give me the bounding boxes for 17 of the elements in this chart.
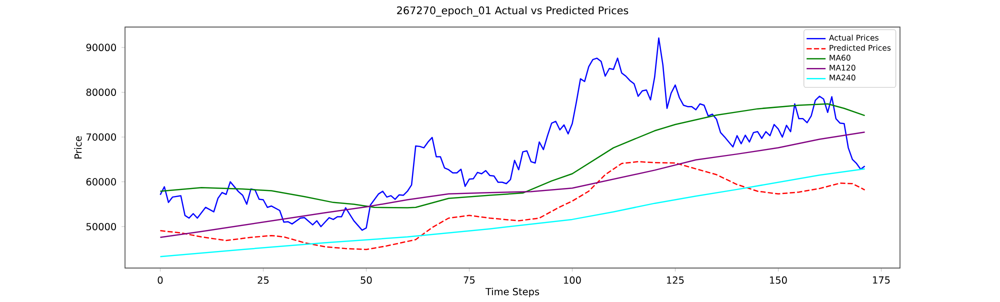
- y-tick-label: 90000: [86, 44, 116, 52]
- chart-title: 267270_epoch_01 Actual vs Predicted Prices: [397, 6, 628, 17]
- x-tick-label: 50: [360, 276, 372, 284]
- x-tick-label: 125: [667, 276, 684, 284]
- x-axis-title: Time Steps: [485, 288, 540, 298]
- x-tick-label: 150: [770, 276, 787, 284]
- line-series: [160, 103, 866, 209]
- x-tick-label: 75: [464, 276, 475, 284]
- x-tick-label: 0: [158, 276, 163, 284]
- y-tick-label: 80000: [86, 88, 116, 96]
- x-tick-label: 175: [873, 276, 890, 284]
- y-axis-title: Price: [74, 136, 82, 159]
- y-tick-label: 50000: [86, 223, 116, 230]
- x-tick-label: 100: [564, 276, 581, 284]
- y-tick-label: 70000: [86, 133, 116, 141]
- x-tick-label: 25: [258, 276, 269, 284]
- y-tick-label: 60000: [86, 178, 116, 186]
